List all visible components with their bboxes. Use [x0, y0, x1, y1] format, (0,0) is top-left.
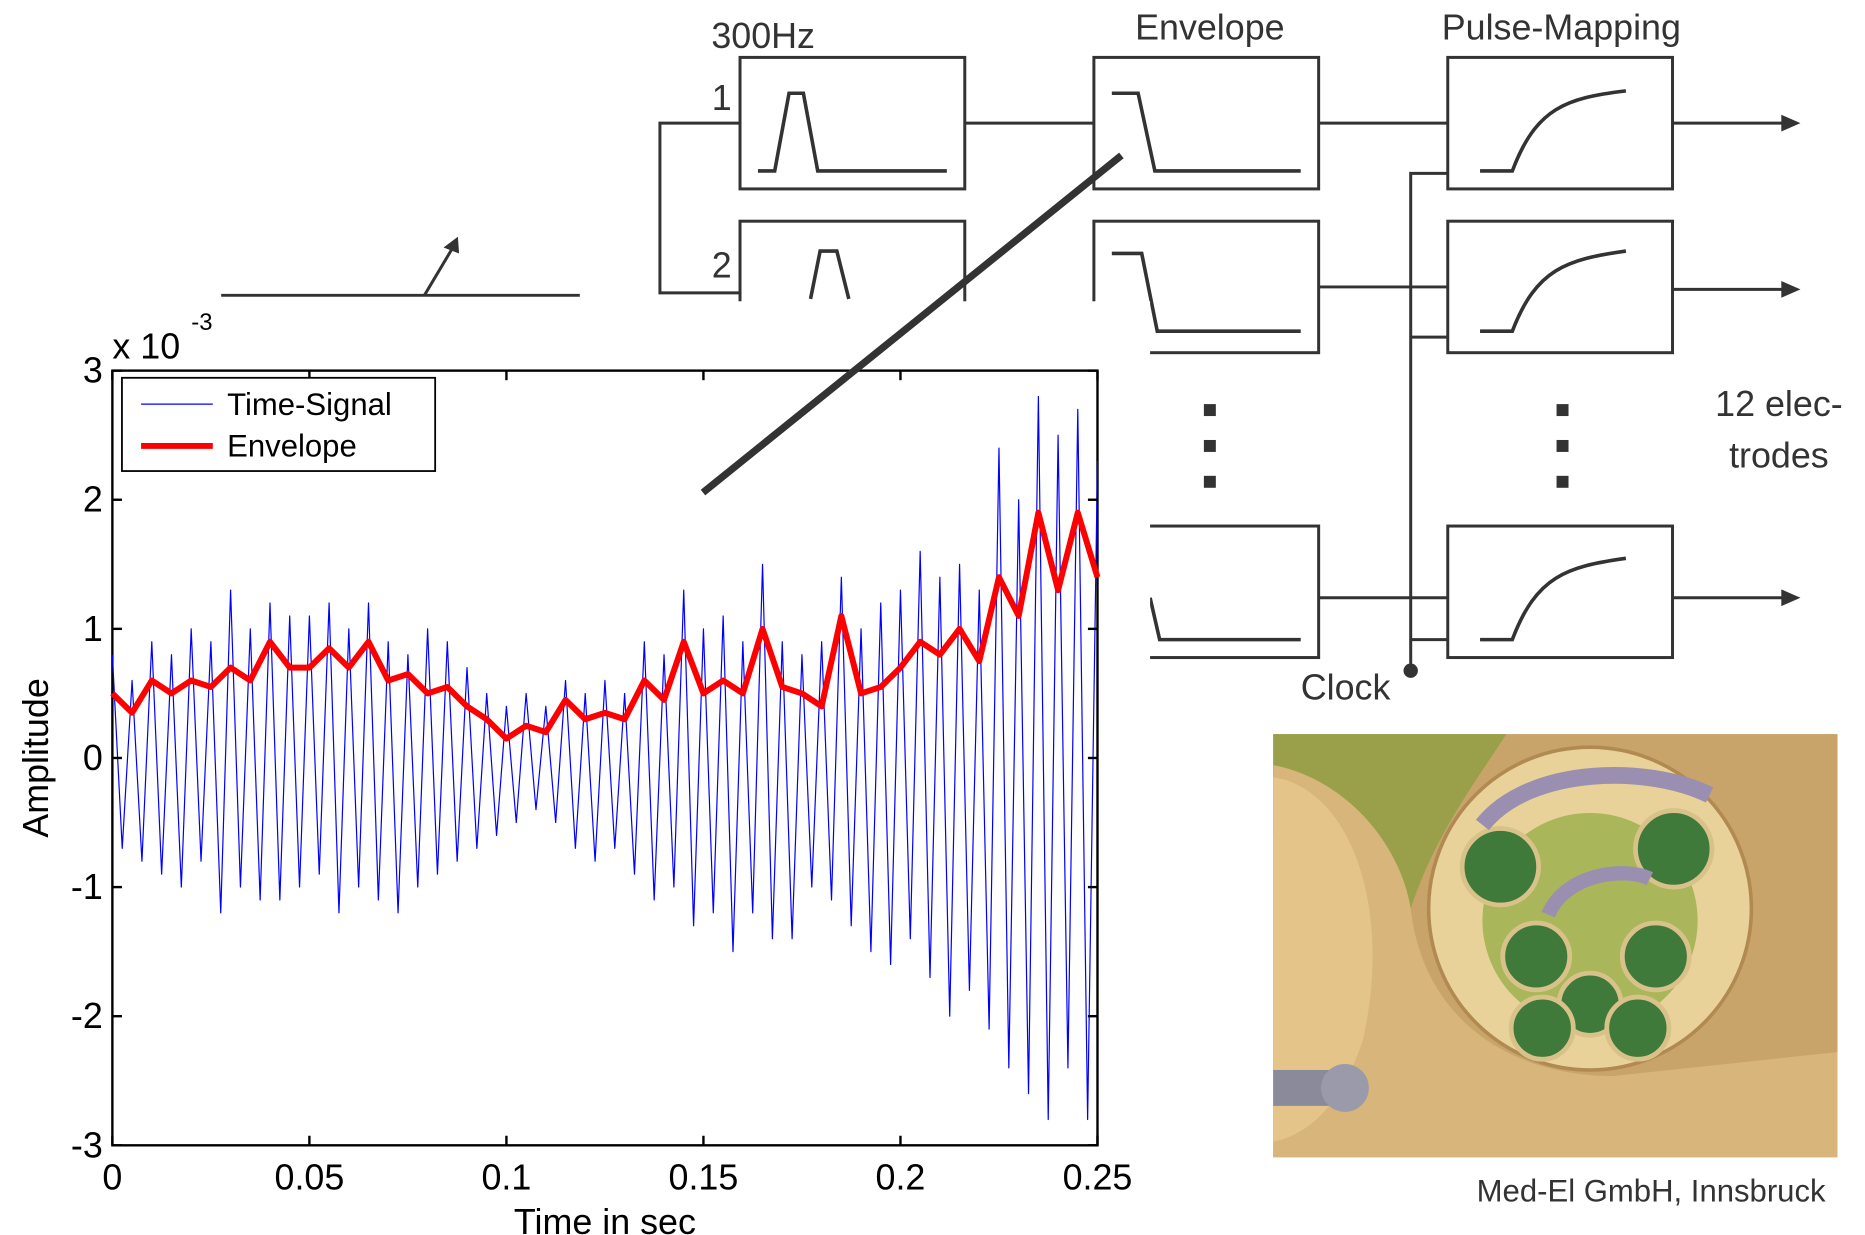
- dot: [1203, 439, 1216, 452]
- y-tick-label: 0: [83, 738, 103, 778]
- y-tick-label: 2: [83, 480, 103, 520]
- dot: [1203, 404, 1216, 417]
- bone: [1273, 777, 1373, 1142]
- clock-label: Clock: [1301, 667, 1391, 707]
- y-tick-label: -2: [71, 996, 103, 1036]
- x-tick-label: 0.15: [669, 1158, 739, 1198]
- y-multiplier: x 10: [112, 327, 180, 367]
- bandpass-icon: [757, 91, 947, 173]
- pointer-line: [700, 152, 1124, 496]
- mapping-icon: [1480, 556, 1627, 642]
- bandpass-icon: [808, 249, 851, 300]
- envelope-title: Envelope: [1135, 7, 1285, 47]
- chamber: [1508, 994, 1576, 1062]
- y-multiplier-exponent: -3: [191, 309, 212, 336]
- electrode: [1475, 767, 1714, 831]
- lead-tip: [1321, 1064, 1369, 1112]
- scala-chambers: [1459, 808, 1715, 1062]
- legend: Time-Signal Envelope: [121, 376, 437, 472]
- image-credit: Med-El GmbH, Innsbruck: [1477, 1174, 1826, 1209]
- chamber: [1633, 808, 1715, 890]
- chamber: [1619, 920, 1692, 993]
- lowpass-icon: [1111, 251, 1301, 333]
- series-group: [110, 395, 1101, 1121]
- dot: [1203, 475, 1216, 488]
- y-tick-label: -3: [71, 1125, 103, 1165]
- chamber: [1604, 994, 1672, 1062]
- y-axis-label: Amplitude: [16, 678, 56, 837]
- pulse-box: [1446, 524, 1675, 660]
- mapping-icon: [1480, 249, 1627, 333]
- y-tick-label: 3: [83, 351, 103, 391]
- chamber: [1500, 920, 1573, 993]
- channel-label: 1: [712, 78, 732, 118]
- x-tick-label: 0.25: [1063, 1158, 1133, 1198]
- arrow-head: [1781, 589, 1801, 607]
- x-tick-label: 0: [102, 1158, 122, 1198]
- arrow-head: [443, 236, 460, 254]
- clock-line: [1409, 171, 1448, 670]
- lowpass-icon: [1148, 597, 1301, 642]
- series-line: [111, 395, 1099, 1121]
- chart: x 10 -3 Time in sec Amplitude 0 0.05 0.1 0.…: [0, 301, 1151, 1235]
- input-arrow: [423, 244, 456, 297]
- dot: [1556, 475, 1569, 488]
- cochlea-illustration: [1273, 734, 1838, 1158]
- x-tick-label: 0.2: [876, 1158, 926, 1198]
- legend-label: Envelope: [227, 429, 357, 464]
- input-bus: [658, 121, 741, 295]
- output-label: trodes: [1729, 435, 1829, 475]
- arrow-head: [1781, 114, 1801, 132]
- y-tick-label: 1: [83, 609, 103, 649]
- electrode: [1541, 866, 1654, 918]
- pulse-title: Pulse-Mapping: [1442, 7, 1681, 47]
- lowpass-icon: [1111, 91, 1301, 173]
- ellipsis: [1203, 404, 1569, 488]
- x-tick-label: 0.05: [275, 1158, 345, 1198]
- clock-dot: [1403, 663, 1418, 678]
- legend-label: Time-Signal: [227, 387, 392, 422]
- series-line: [110, 509, 1101, 742]
- x-tick-label: 0.1: [481, 1158, 531, 1198]
- legend-box: [121, 376, 437, 472]
- plot-area: [111, 369, 1099, 1147]
- output-arrows: [1672, 121, 1784, 600]
- dot: [1556, 439, 1569, 452]
- chamber: [1459, 826, 1542, 908]
- cochlea-wall: [1273, 765, 1838, 1158]
- arrow-head: [1781, 280, 1801, 298]
- y-tick-label: -1: [71, 867, 103, 907]
- x-axis-label: Time in sec: [514, 1202, 696, 1235]
- filter-title: 300Hz: [711, 16, 815, 56]
- mapping-icon: [1480, 89, 1627, 173]
- channel-label: 2: [712, 245, 732, 285]
- dot: [1556, 404, 1569, 417]
- output-label: 12 elec-: [1715, 384, 1843, 424]
- block-diagram: 300Hz 1 2 Envelope Pulse-Mapping Clock: [221, 7, 1843, 707]
